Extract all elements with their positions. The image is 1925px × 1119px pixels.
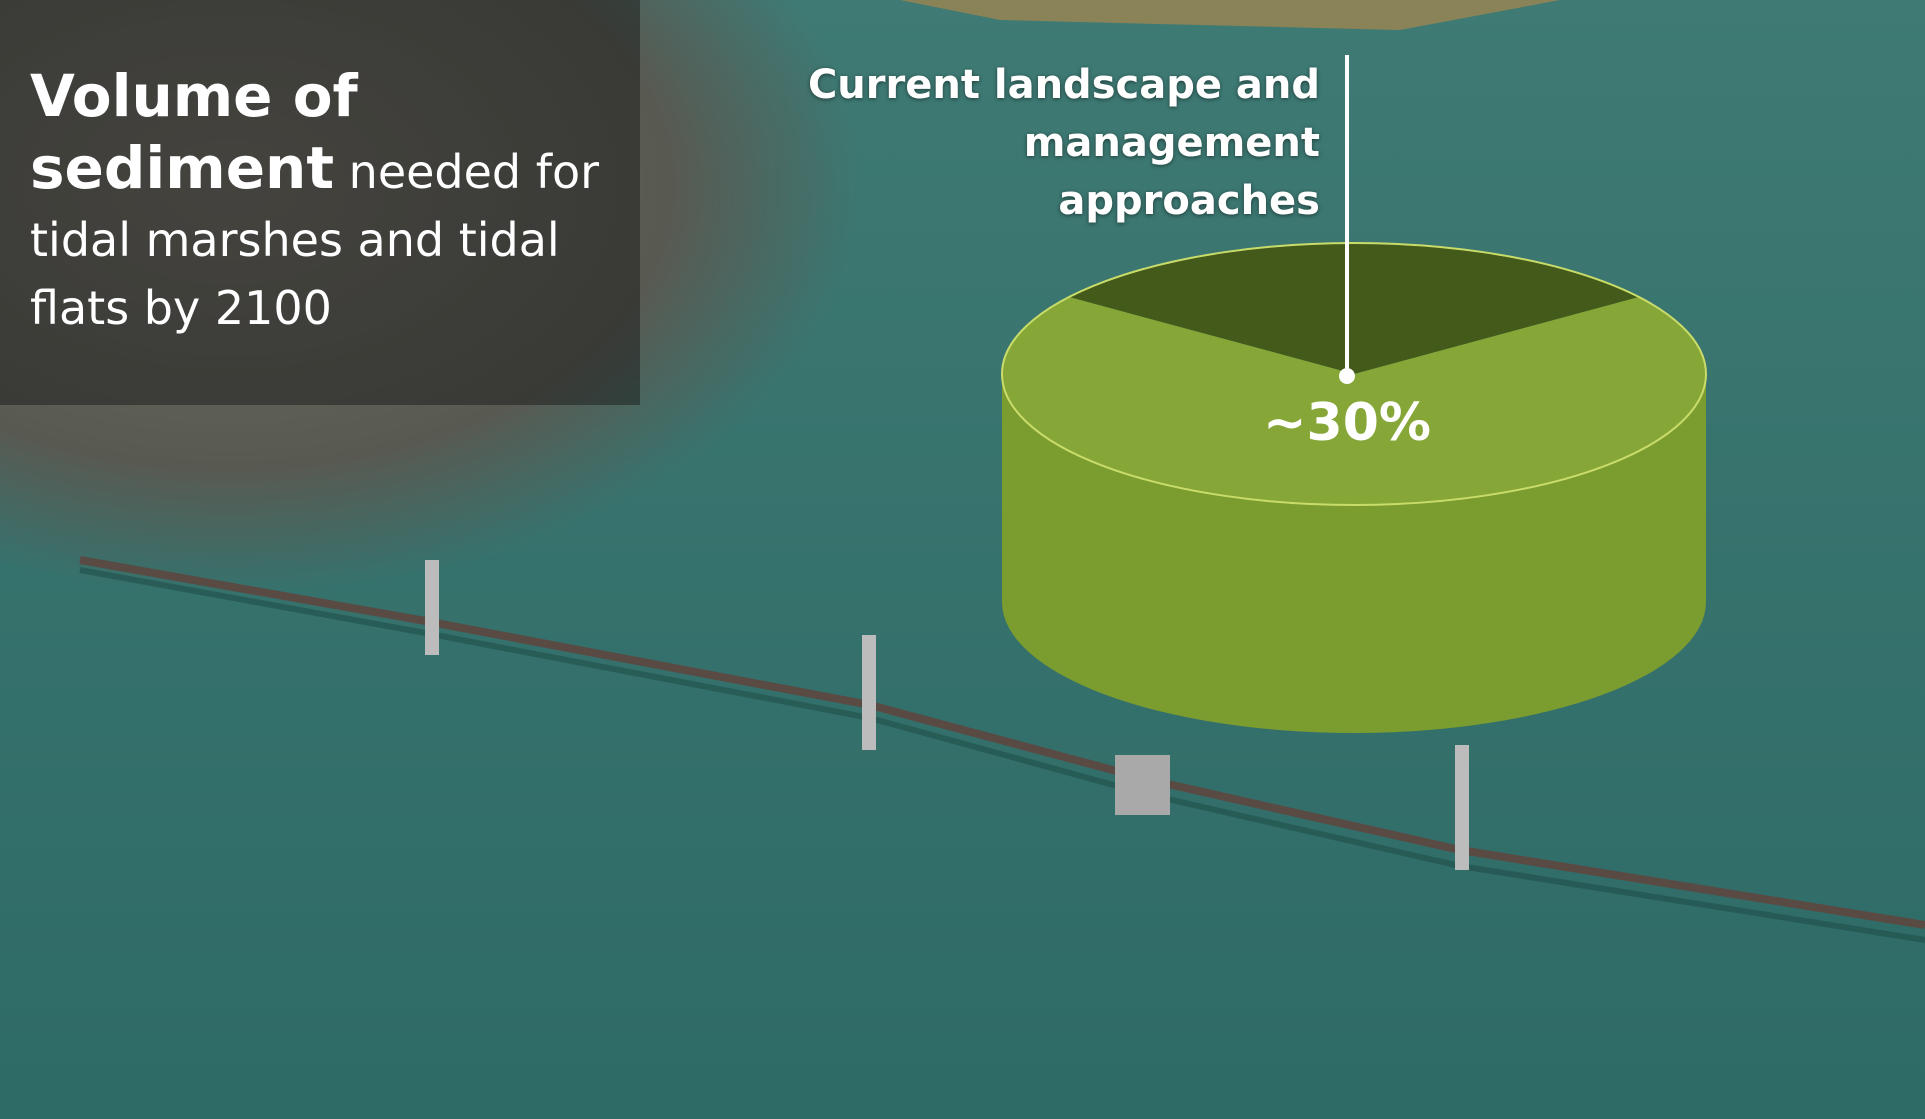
leader-dot [1339, 368, 1355, 384]
value-label: ~30% [1263, 393, 1431, 453]
pie-rim [1001, 242, 1707, 506]
pie-side [1002, 374, 1706, 733]
title-block: Volume of sediment needed for tidal mars… [30, 62, 630, 342]
chart-title: Volume of sediment [30, 62, 358, 202]
title-panel [0, 0, 640, 405]
slice-annotation: Current landscape and management approac… [807, 62, 1320, 224]
chart-subtitle: needed for tidal marshes and tidal flats… [30, 145, 599, 335]
pie-slice [1001, 297, 1706, 506]
pie-slice [1069, 243, 1639, 374]
